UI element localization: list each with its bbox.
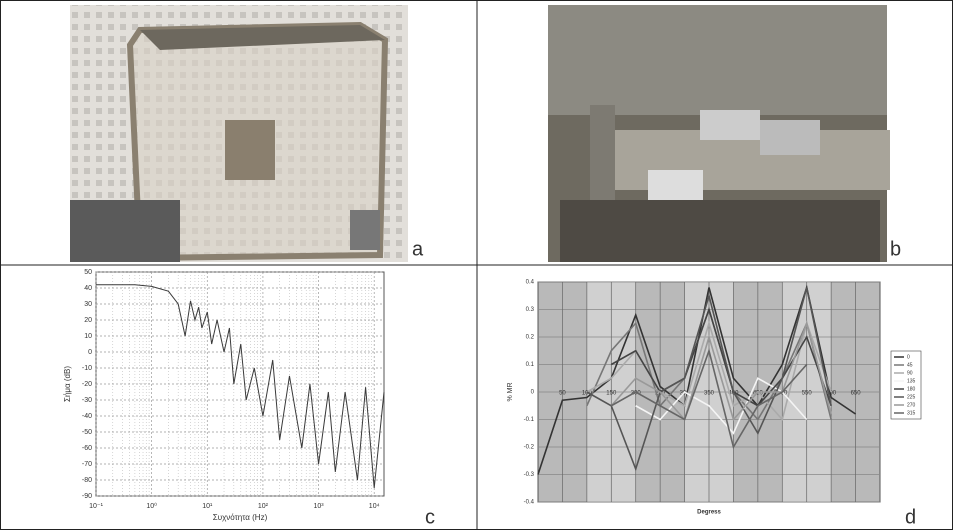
photo-b xyxy=(548,5,890,262)
x-tick-label: 10⁰ xyxy=(146,502,157,510)
x-tick-label: 600 xyxy=(826,391,837,397)
x-tick-label: 450 xyxy=(753,391,764,397)
series-line xyxy=(586,287,832,472)
legend-label: 180 xyxy=(907,386,916,392)
x-tick-label: 100 xyxy=(582,391,593,397)
y-tick-label: -40 xyxy=(82,413,92,420)
y-tick-label: 20 xyxy=(84,317,92,324)
legend-frame xyxy=(890,350,922,420)
y-tick-label: 0 xyxy=(88,349,92,356)
x-tick-label: 300 xyxy=(680,391,691,397)
x-tick-label: 10⁴ xyxy=(369,503,380,510)
y-tick-label: 0.3 xyxy=(526,307,535,313)
panel-letter: a xyxy=(412,238,424,260)
y-tick-label: -90 xyxy=(82,493,92,500)
panel-letter: d xyxy=(905,506,916,528)
x-tick-label: 650 xyxy=(851,391,862,397)
series-line xyxy=(610,320,832,422)
legend-label: 0 xyxy=(907,354,910,360)
photo-a xyxy=(70,5,408,262)
series-line xyxy=(610,348,808,450)
x-tick-label: 10¹ xyxy=(202,503,213,510)
x-tick-label: 10² xyxy=(258,503,269,510)
y-tick-label: 10 xyxy=(84,333,92,340)
y-tick-label: 40 xyxy=(84,285,92,292)
y-axis-label: Σήμα (dB) xyxy=(63,366,72,402)
y-tick-label: -80 xyxy=(82,477,92,484)
x-tick-label: 150 xyxy=(606,391,617,397)
y-tick-label: -0.1 xyxy=(524,417,535,423)
y-tick-label: -0.2 xyxy=(524,445,535,451)
legend-label: 270 xyxy=(907,402,916,408)
x-tick-label: 50 xyxy=(559,391,566,397)
y-tick-label: -10 xyxy=(82,365,92,372)
series-line xyxy=(586,320,832,422)
panel-letter: b xyxy=(890,238,901,260)
y-tick-label: 0.1 xyxy=(526,362,535,368)
x-tick-label: 350 xyxy=(704,391,715,397)
x-axis-label: Συχνότητα (Hz) xyxy=(213,513,268,522)
x-axis-label: Degress xyxy=(697,510,721,516)
legend-label: 45 xyxy=(907,362,913,368)
legend-label: 135 xyxy=(907,378,916,384)
y-axis-label: % MR xyxy=(507,382,514,401)
x-tick-label: 10³ xyxy=(313,503,324,510)
y-tick-label: 0.4 xyxy=(526,280,535,286)
series-line xyxy=(96,284,385,489)
x-tick-label: 200 xyxy=(631,391,642,397)
legend-label: 225 xyxy=(907,394,916,400)
x-tick-label: 500 xyxy=(777,391,788,397)
y-tick-label: -60 xyxy=(82,445,92,452)
y-tick-label: -30 xyxy=(82,397,92,404)
y-tick-label: 0.2 xyxy=(526,335,535,341)
x-tick-label: 550 xyxy=(802,391,813,397)
y-tick-label: -50 xyxy=(82,429,92,436)
y-tick-label: -0.3 xyxy=(524,472,535,478)
y-tick-label: 0 xyxy=(531,390,535,396)
legend-label: 90 xyxy=(907,370,913,376)
y-tick-label: 50 xyxy=(84,269,92,276)
x-tick-label: 10⁻¹ xyxy=(89,503,103,510)
panel-letter: c xyxy=(425,506,435,528)
series-line xyxy=(635,377,808,435)
y-tick-label: -70 xyxy=(82,461,92,468)
y-tick-label: -0.4 xyxy=(524,500,535,506)
legend-label: 315 xyxy=(907,410,916,416)
y-tick-label: 30 xyxy=(84,301,92,308)
y-tick-label: -20 xyxy=(82,381,92,388)
